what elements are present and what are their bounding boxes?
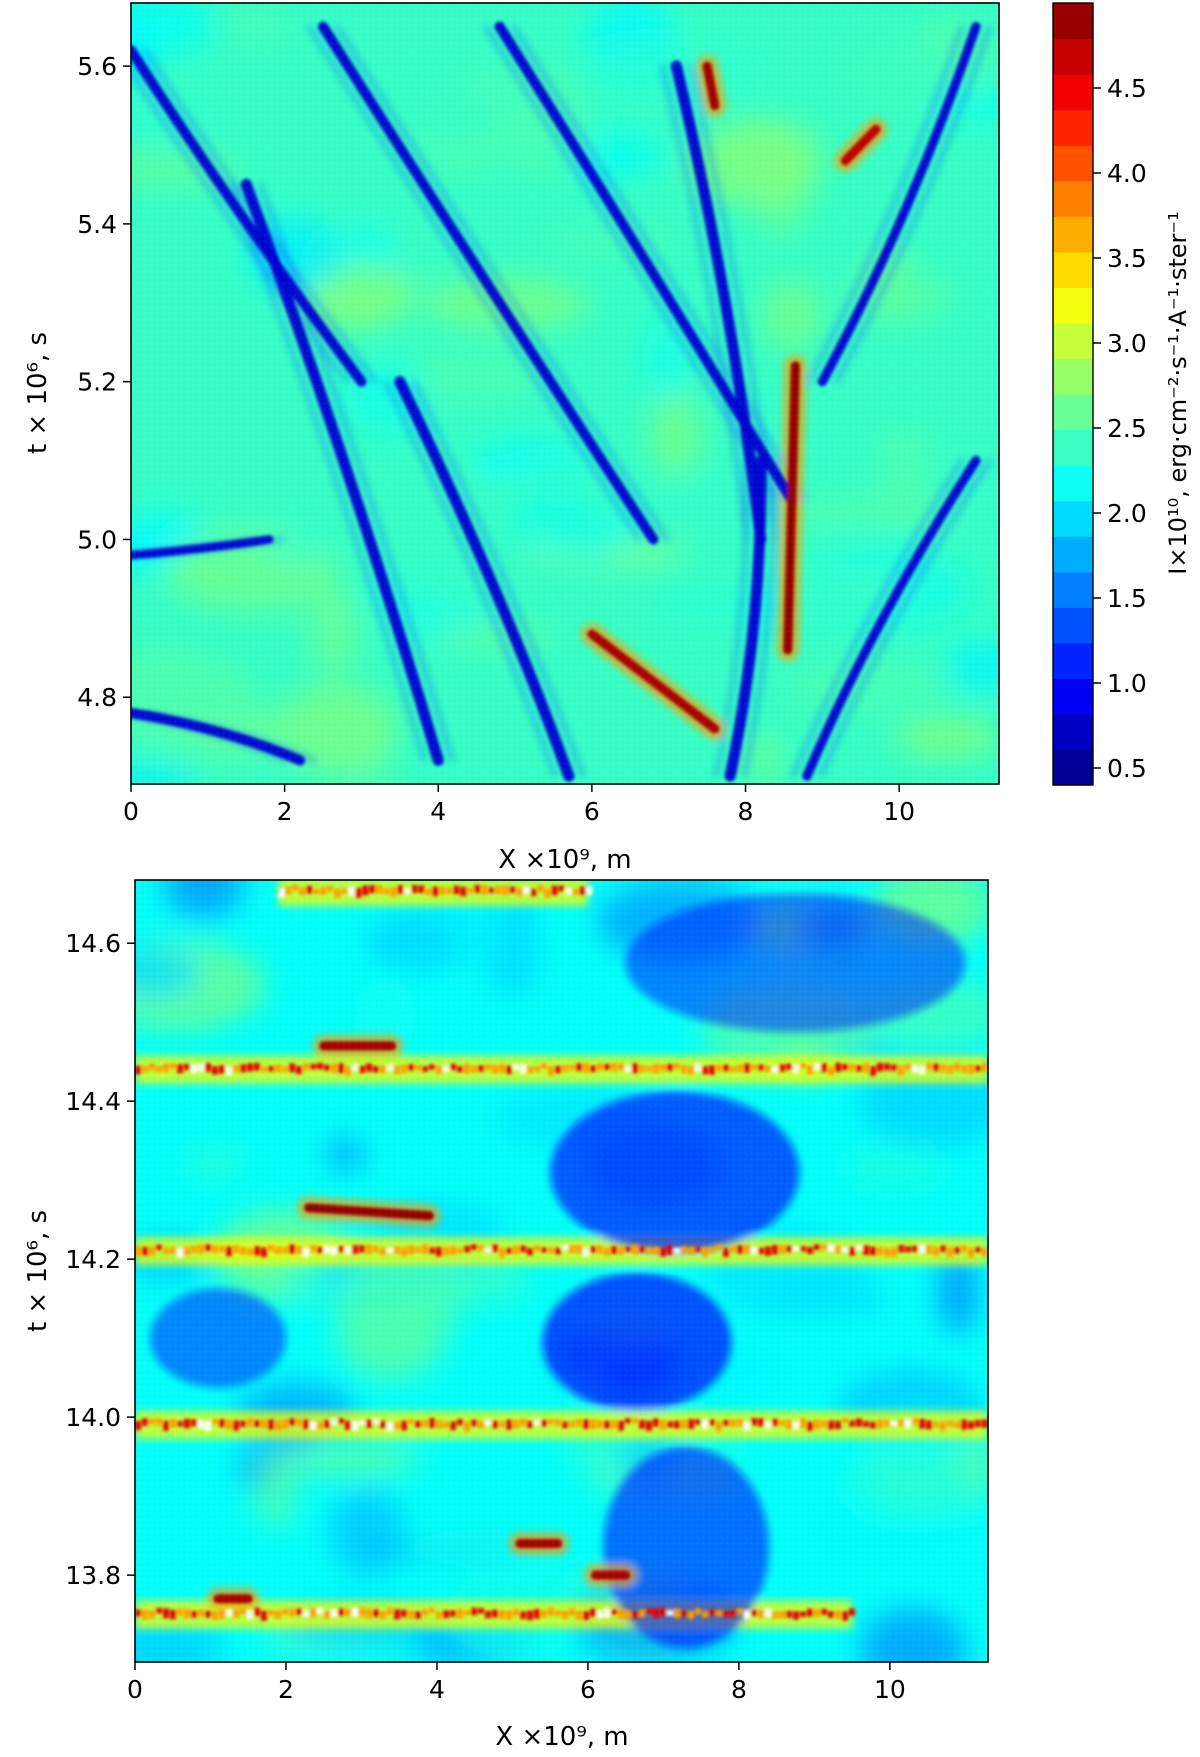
top-x-tick-label: 2 — [277, 797, 293, 826]
bottom-y-tick-label: 14.0 — [65, 1403, 121, 1432]
colorbar-level — [1053, 38, 1093, 75]
bottom-x-axis: 0 2 4 6 8 10 — [127, 1662, 906, 1704]
colorbar-tick-label: 0.5 — [1107, 754, 1147, 783]
top-x-axis-label: X ×10⁹, m — [498, 845, 631, 875]
top-y-axis-label: t × 10⁶, s — [23, 332, 53, 454]
bottom-x-tick-label: 4 — [429, 1675, 445, 1704]
colorbar-level — [1053, 394, 1093, 431]
colorbar-level — [1053, 536, 1093, 573]
colorbar-level — [1053, 749, 1093, 786]
top-y-tick-label: 5.2 — [77, 368, 117, 397]
colorbar-level — [1053, 180, 1093, 217]
colorbar-label: I×10¹⁰, erg·cm⁻²·s⁻¹·A⁻¹·ster⁻¹ — [1164, 211, 1192, 574]
colorbar-level — [1053, 678, 1093, 715]
colorbar-tick-label: 2.5 — [1107, 414, 1147, 443]
colorbar-level — [1053, 216, 1093, 253]
bottom-x-tick-label: 8 — [731, 1675, 747, 1704]
bottom-x-tick-label: 10 — [874, 1675, 906, 1704]
bottom-plot-frame — [134, 879, 989, 1663]
top-x-axis: 0 2 4 6 8 10 — [123, 784, 915, 826]
top-y-tick-label: 5.0 — [77, 525, 117, 554]
colorbar-level — [1053, 74, 1093, 111]
colorbar-level — [1053, 642, 1093, 679]
bottom-y-tick-label: 13.8 — [65, 1561, 121, 1590]
colorbar-level — [1053, 109, 1093, 146]
bottom-x-tick-label: 6 — [580, 1675, 596, 1704]
colorbar-tick-label: 4.5 — [1107, 74, 1147, 103]
top-heatmap-area — [131, 3, 999, 784]
colorbar-tick-label: 4.0 — [1107, 159, 1147, 188]
bottom-y-axis: 13.8 14.0 14.2 14.4 14.6 — [65, 929, 135, 1590]
colorbar-level — [1053, 500, 1093, 537]
colorbar — [1053, 3, 1093, 786]
top-x-tick-label: 8 — [738, 797, 754, 826]
top-y-tick-label: 5.4 — [77, 210, 117, 239]
bottom-heatmap-area — [135, 880, 988, 1662]
top-x-tick-label: 10 — [883, 797, 915, 826]
bottom-y-tick-label: 14.4 — [65, 1087, 121, 1116]
top-y-axis: 4.8 5.0 5.2 5.4 5.6 — [77, 52, 131, 712]
bottom-x-axis-label: X ×10⁹, m — [495, 1722, 628, 1752]
colorbar-axis: 0.5 1.0 1.5 2.0 2.5 3.0 3.5 4.0 4.5 — [1093, 74, 1147, 783]
colorbar-tick-label: 1.0 — [1107, 669, 1147, 698]
bottom-y-tick-label: 14.2 — [65, 1245, 121, 1274]
colorbar-level — [1053, 251, 1093, 288]
top-stipple — [131, 3, 999, 784]
colorbar-level — [1053, 429, 1093, 466]
top-plot-frame — [130, 2, 1000, 785]
top-y-tick-label: 4.8 — [77, 683, 117, 712]
colorbar-tick-label: 2.0 — [1107, 499, 1147, 528]
top-x-tick-label: 6 — [584, 797, 600, 826]
top-x-tick-label: 4 — [430, 797, 446, 826]
bottom-x-tick-label: 0 — [127, 1675, 143, 1704]
bottom-panel: 0 2 4 6 8 10 13.8 14.0 14.2 14.4 14.6 X ×10⁹, m t… — [23, 879, 989, 1752]
colorbar-level — [1053, 465, 1093, 502]
bottom-y-axis-label: t × 10⁶, s — [23, 1210, 53, 1332]
top-x-tick-label: 0 — [123, 797, 139, 826]
colorbar-level — [1053, 607, 1093, 644]
colorbar-level — [1053, 3, 1093, 40]
colorbar-level — [1053, 287, 1093, 324]
colorbar-tick-label: 3.5 — [1107, 244, 1147, 273]
colorbar-tick-label: 3.0 — [1107, 329, 1147, 358]
colorbar-tick-label: 1.5 — [1107, 584, 1147, 613]
colorbar-level — [1053, 322, 1093, 360]
colorbar-level — [1053, 571, 1093, 608]
bottom-x-tick-label: 2 — [278, 1675, 294, 1704]
bottom-y-tick-label: 14.6 — [65, 929, 121, 958]
bottom-stipple — [135, 880, 988, 1662]
colorbar-level — [1053, 713, 1093, 751]
colorbar-level — [1053, 358, 1093, 395]
top-y-tick-label: 5.6 — [77, 52, 117, 81]
top-panel: 0 2 4 6 8 10 4.8 5.0 5.2 5.4 5.6 X ×10⁹, m t × 10… — [23, 2, 1192, 875]
colorbar-frame — [1052, 2, 1094, 786]
colorbar-level — [1053, 145, 1093, 182]
